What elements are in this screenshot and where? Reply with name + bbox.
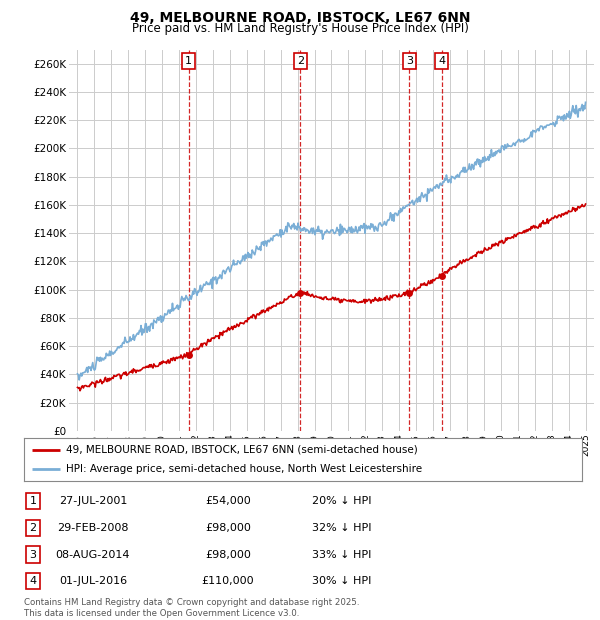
Text: 20% ↓ HPI: 20% ↓ HPI bbox=[312, 496, 372, 507]
Text: 1: 1 bbox=[185, 56, 192, 66]
Text: 3: 3 bbox=[406, 56, 413, 66]
Text: 33% ↓ HPI: 33% ↓ HPI bbox=[313, 549, 371, 560]
Text: 4: 4 bbox=[438, 56, 445, 66]
Text: £98,000: £98,000 bbox=[205, 549, 251, 560]
Text: 27-JUL-2001: 27-JUL-2001 bbox=[59, 496, 127, 507]
Text: 2: 2 bbox=[29, 523, 37, 533]
Text: 49, MELBOURNE ROAD, IBSTOCK, LE67 6NN: 49, MELBOURNE ROAD, IBSTOCK, LE67 6NN bbox=[130, 11, 470, 25]
Text: £54,000: £54,000 bbox=[205, 496, 251, 507]
Text: Contains HM Land Registry data © Crown copyright and database right 2025.
This d: Contains HM Land Registry data © Crown c… bbox=[24, 598, 359, 618]
Text: £110,000: £110,000 bbox=[202, 576, 254, 587]
Text: 49, MELBOURNE ROAD, IBSTOCK, LE67 6NN (semi-detached house): 49, MELBOURNE ROAD, IBSTOCK, LE67 6NN (s… bbox=[66, 445, 418, 454]
Text: 1: 1 bbox=[29, 496, 37, 507]
Text: 01-JUL-2016: 01-JUL-2016 bbox=[59, 576, 127, 587]
Text: 4: 4 bbox=[29, 576, 37, 587]
Text: 08-AUG-2014: 08-AUG-2014 bbox=[56, 549, 130, 560]
Text: 29-FEB-2008: 29-FEB-2008 bbox=[57, 523, 129, 533]
Text: 32% ↓ HPI: 32% ↓ HPI bbox=[312, 523, 372, 533]
Text: HPI: Average price, semi-detached house, North West Leicestershire: HPI: Average price, semi-detached house,… bbox=[66, 464, 422, 474]
Text: 2: 2 bbox=[297, 56, 304, 66]
Text: 3: 3 bbox=[29, 549, 37, 560]
Text: £98,000: £98,000 bbox=[205, 523, 251, 533]
Text: Price paid vs. HM Land Registry's House Price Index (HPI): Price paid vs. HM Land Registry's House … bbox=[131, 22, 469, 35]
Text: 30% ↓ HPI: 30% ↓ HPI bbox=[313, 576, 371, 587]
